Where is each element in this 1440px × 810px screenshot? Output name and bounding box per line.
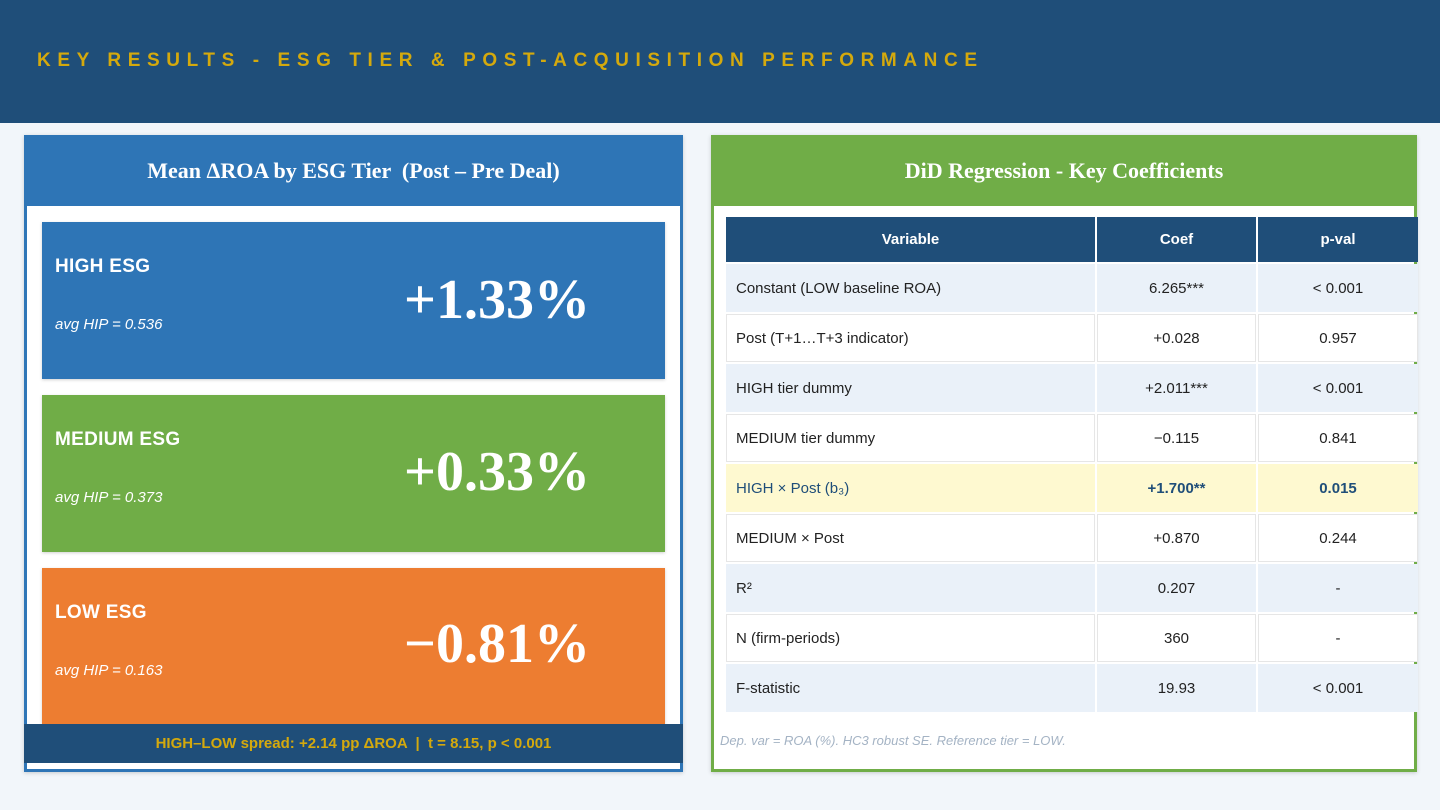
cell-coef: 6.265***	[1097, 264, 1256, 312]
cell-pval: 0.841	[1258, 414, 1418, 462]
column-header-pval: p-val	[1258, 217, 1418, 262]
tier-name: HIGH ESG	[55, 256, 151, 277]
spread-summary-bar: HIGH–LOW spread: +2.14 pp ΔROA | t = 8.1…	[24, 724, 683, 763]
tier-card-low: LOW ESG avg HIP = 0.163 −0.81%	[42, 568, 665, 724]
cell-variable: HIGH tier dummy	[726, 364, 1095, 412]
table-row: Post (T+1…T+3 indicator) +0.028 0.957	[726, 314, 1418, 362]
table-row: R² 0.207 -	[726, 564, 1418, 612]
cell-pval: -	[1258, 564, 1418, 612]
cell-pval: < 0.001	[1258, 264, 1418, 312]
cell-variable: Post (T+1…T+3 indicator)	[726, 314, 1095, 362]
cell-variable: Constant (LOW baseline ROA)	[726, 264, 1095, 312]
cell-coef: +0.870	[1097, 514, 1256, 562]
tier-delta-roa: +0.33%	[404, 441, 590, 503]
cell-coef: 19.93	[1097, 664, 1256, 712]
table-row: HIGH tier dummy +2.011*** < 0.001	[726, 364, 1418, 412]
regression-panel-title: DiD Regression - Key Coefficients	[711, 135, 1417, 206]
esg-tier-panel-title: Mean ΔROA by ESG Tier (Post – Pre Deal)	[24, 135, 683, 206]
tier-delta-roa: +1.33%	[404, 269, 590, 331]
regression-footnote: Dep. var = ROA (%). HC3 robust SE. Refer…	[720, 733, 1066, 748]
cell-coef: +0.028	[1097, 314, 1256, 362]
cell-variable: N (firm-periods)	[726, 614, 1095, 662]
tier-avg-hip: avg HIP = 0.163	[55, 662, 163, 679]
tier-avg-hip: avg HIP = 0.373	[55, 489, 163, 506]
cell-pval: 0.957	[1258, 314, 1418, 362]
cell-coef: 0.207	[1097, 564, 1256, 612]
table-header-row: Variable Coef p-val	[726, 217, 1418, 262]
cell-coef: −0.115	[1097, 414, 1256, 462]
cell-coef: +1.700**	[1097, 464, 1256, 512]
cell-pval: 0.015	[1258, 464, 1418, 512]
cell-variable: MEDIUM × Post	[726, 514, 1095, 562]
tier-name: MEDIUM ESG	[55, 429, 181, 450]
header-bar: KEY RESULTS - ESG TIER & POST-ACQUISITIO…	[0, 0, 1440, 123]
table-row: MEDIUM tier dummy −0.115 0.841	[726, 414, 1418, 462]
tier-card-medium: MEDIUM ESG avg HIP = 0.373 +0.33%	[42, 395, 665, 552]
cell-pval: < 0.001	[1258, 364, 1418, 412]
column-header-coef: Coef	[1097, 217, 1256, 262]
cell-pval: 0.244	[1258, 514, 1418, 562]
cell-variable: F-statistic	[726, 664, 1095, 712]
cell-coef: 360	[1097, 614, 1256, 662]
tier-card-high: HIGH ESG avg HIP = 0.536 +1.33%	[42, 222, 665, 379]
tier-delta-roa: −0.81%	[404, 613, 590, 675]
cell-coef: +2.011***	[1097, 364, 1256, 412]
table-row: MEDIUM × Post +0.870 0.244	[726, 514, 1418, 562]
tier-name: LOW ESG	[55, 602, 147, 623]
column-header-variable: Variable	[726, 217, 1095, 262]
table-row-highlighted: HIGH × Post (b₃) +1.700** 0.015	[726, 464, 1418, 512]
cell-variable: MEDIUM tier dummy	[726, 414, 1095, 462]
esg-tier-panel: Mean ΔROA by ESG Tier (Post – Pre Deal) …	[24, 135, 683, 772]
table-row: F-statistic 19.93 < 0.001	[726, 664, 1418, 712]
cell-pval: -	[1258, 614, 1418, 662]
page-title: KEY RESULTS - ESG TIER & POST-ACQUISITIO…	[37, 50, 984, 71]
tier-avg-hip: avg HIP = 0.536	[55, 316, 163, 333]
table-row: Constant (LOW baseline ROA) 6.265*** < 0…	[726, 264, 1418, 312]
table-row: N (firm-periods) 360 -	[726, 614, 1418, 662]
cell-pval: < 0.001	[1258, 664, 1418, 712]
cell-variable: R²	[726, 564, 1095, 612]
cell-variable: HIGH × Post (b₃)	[726, 464, 1095, 512]
regression-table: Variable Coef p-val Constant (LOW baseli…	[724, 215, 1420, 714]
